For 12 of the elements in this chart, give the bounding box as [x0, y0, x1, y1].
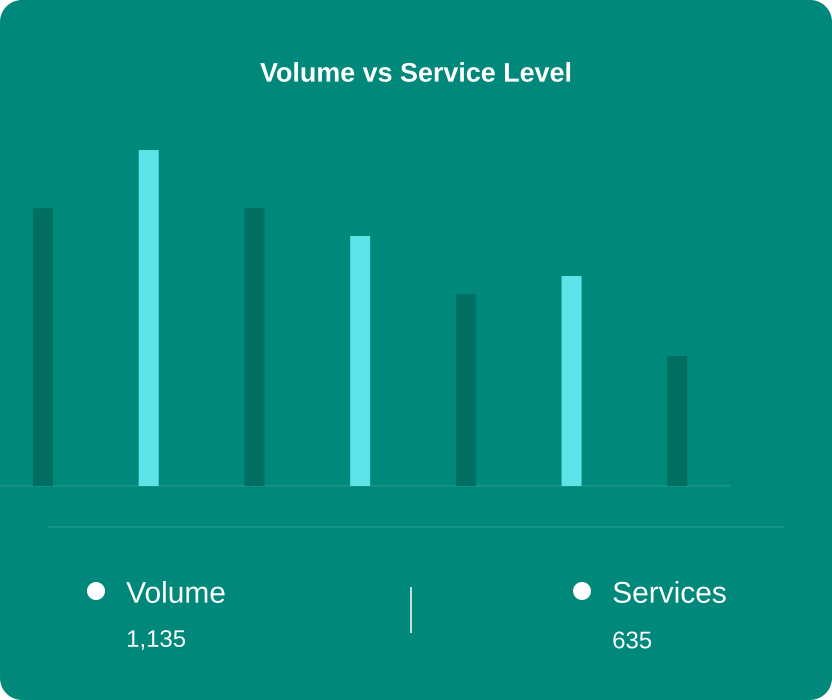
text: Services	[614, 581, 726, 603]
bar	[667, 356, 688, 486]
text: Volume	[126, 581, 225, 603]
chart-title: Volume vs Service Level	[260, 62, 570, 82]
text: 1,135	[128, 630, 186, 650]
bar	[350, 236, 370, 486]
bar	[33, 208, 54, 486]
bar	[562, 276, 582, 486]
bar	[138, 150, 159, 486]
bar	[456, 294, 476, 486]
bar	[244, 208, 264, 486]
text: 635	[613, 632, 652, 648]
